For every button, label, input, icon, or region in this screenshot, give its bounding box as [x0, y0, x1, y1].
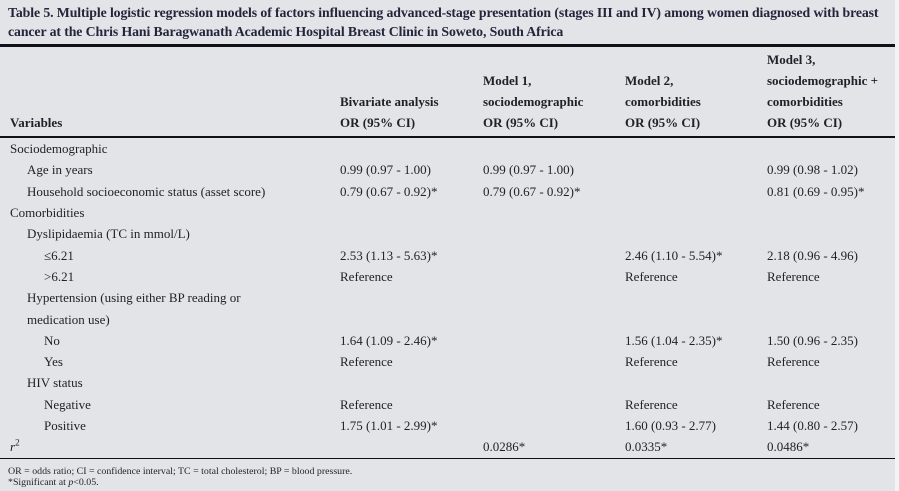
cell-model3: Reference	[767, 354, 820, 370]
cell-model1	[483, 330, 625, 351]
cell-model2	[625, 223, 767, 244]
row-label: Yes	[44, 354, 63, 370]
cell-model1: 0.0286*	[483, 436, 625, 459]
table-row-hiv-status: HIV status	[0, 372, 899, 393]
cell-bivariate: Reference	[340, 354, 393, 370]
cell-model3	[767, 287, 899, 330]
cell-model2: Reference	[625, 396, 678, 412]
table-row-household-ses: Household socioeconomic status (asset sc…	[0, 181, 899, 202]
column-header-model1: Model 1, sociodemographic OR (95% CI)	[483, 47, 625, 139]
cell-model1	[483, 372, 625, 393]
cell-model1	[483, 137, 625, 159]
cell-model2: 1.60 (0.93 - 2.77)	[625, 418, 716, 434]
table-header: Variables Bivariate analysis OR (95% CI)…	[0, 47, 899, 139]
table-row-hypertension-no: No 1.64 (1.09 - 2.46)* 1.56 (1.04 - 2.35…	[0, 330, 899, 351]
table-row-tc-low: ≤6.21 2.53 (1.13 - 5.63)* 2.46 (1.10 - 5…	[0, 245, 899, 266]
cell-model3: 0.0486*	[767, 436, 899, 459]
table-row-dyslipidaemia: Dyslipidaemia (TC in mmol/L)	[0, 223, 899, 244]
cell-bivariate: 1.75 (1.01 - 2.99)*	[340, 418, 438, 434]
row-label: HIV status	[27, 375, 83, 391]
column-header-variables: Variables	[0, 47, 340, 139]
column-header-bivariate: Bivariate analysis OR (95% CI)	[340, 47, 483, 139]
cell-model3	[767, 372, 899, 393]
row-label: No	[44, 332, 60, 348]
cell-model1	[483, 266, 625, 287]
cell-bivariate: 0.99 (0.97 - 1.00)	[340, 162, 431, 178]
table-row-age: Age in years 0.99 (0.97 - 1.00) 0.99 (0.…	[0, 159, 899, 180]
cell-model1	[483, 202, 625, 223]
cell-model2: Reference	[625, 354, 678, 370]
table-row-tc-high: >6.21 Reference Reference Reference	[0, 266, 899, 287]
cell-model2	[625, 181, 767, 202]
cell-model3: 2.18 (0.96 - 4.96)	[767, 247, 858, 263]
table-title: Table 5. Multiple logistic regression mo…	[0, 0, 899, 48]
cell-bivariate	[340, 223, 483, 244]
footnote-abbreviations: OR = odds ratio; CI = confidence interva…	[8, 465, 353, 477]
scan-edge-strip	[895, 0, 899, 491]
cell-bivariate	[340, 287, 483, 330]
cell-bivariate	[340, 137, 483, 159]
cell-model1	[483, 245, 625, 266]
cell-model3	[767, 202, 899, 223]
table-row-comorbidities: Comorbidities	[0, 202, 899, 223]
cell-bivariate	[340, 202, 483, 223]
cell-model2: 0.0335*	[625, 436, 767, 459]
cell-bivariate: Reference	[340, 396, 393, 412]
footnote-significance: *Significant at p<0.05.	[8, 477, 99, 489]
cell-model3	[767, 223, 899, 244]
cell-model2: Reference	[625, 268, 678, 284]
cell-model2: 2.46 (1.10 - 5.54)*	[625, 247, 723, 263]
cell-model3: Reference	[767, 268, 820, 284]
cell-model1	[483, 351, 625, 372]
cell-model3: 0.99 (0.98 - 1.02)	[767, 162, 858, 178]
cell-bivariate: 2.53 (1.13 - 5.63)*	[340, 247, 438, 263]
row-label: Negative	[44, 396, 91, 412]
row-label: >6.21	[44, 268, 75, 284]
table-row-hypertension-yes: Yes Reference Reference Reference	[0, 351, 899, 372]
cell-bivariate	[340, 372, 483, 393]
row-label-r-squared: r2	[0, 436, 340, 459]
row-label: Dyslipidaemia (TC in mmol/L)	[27, 226, 190, 242]
cell-model1: 0.99 (0.97 - 1.00)	[483, 162, 574, 178]
cell-bivariate	[340, 436, 483, 459]
column-header-model2: Model 2, comorbidities OR (95% CI)	[625, 47, 767, 139]
cell-model2	[625, 372, 767, 393]
table-row-hiv-negative: Negative Reference Reference Reference	[0, 394, 899, 415]
cell-bivariate: 0.79 (0.67 - 0.92)*	[340, 183, 438, 199]
cell-model3: 0.81 (0.69 - 0.95)*	[767, 183, 865, 199]
row-label: Comorbidities	[10, 205, 85, 221]
table-body: Sociodemographic Age in years 0.99 (0.97…	[0, 137, 899, 459]
cell-model3: 1.44 (0.80 - 2.57)	[767, 418, 858, 434]
table-row-sociodemographic: Sociodemographic	[0, 137, 899, 159]
row-label: ≤6.21	[44, 247, 74, 263]
table-row-hiv-positive: Positive 1.75 (1.01 - 2.99)* 1.60 (0.93 …	[0, 415, 899, 436]
regression-table: Variables Bivariate analysis OR (95% CI)…	[0, 47, 899, 459]
row-label: Positive	[44, 418, 86, 434]
row-label: Sociodemographic	[10, 141, 108, 157]
cell-model2	[625, 287, 767, 330]
cell-model1: 0.79 (0.67 - 0.92)*	[483, 183, 581, 199]
cell-model1	[483, 223, 625, 244]
cell-bivariate: 1.64 (1.09 - 2.46)*	[340, 332, 438, 348]
table-row-hypertension: Hypertension (using either BP reading or…	[0, 287, 899, 330]
row-label: Hypertension (using either BP reading or…	[27, 290, 241, 327]
cell-model2	[625, 159, 767, 180]
cell-model3: Reference	[767, 396, 820, 412]
cell-model1	[483, 415, 625, 436]
cell-bivariate: Reference	[340, 268, 393, 284]
table-footnotes: OR = odds ratio; CI = confidence interva…	[0, 459, 899, 489]
cell-model2	[625, 137, 767, 159]
cell-model2	[625, 202, 767, 223]
row-label: Age in years	[27, 162, 93, 178]
cell-model3: 1.50 (0.96 - 2.35)	[767, 332, 858, 348]
cell-model2: 1.56 (1.04 - 2.35)*	[625, 332, 723, 348]
header-row: Variables Bivariate analysis OR (95% CI)…	[0, 47, 899, 139]
column-header-model3: Model 3, sociodemographic + comorbiditie…	[767, 47, 899, 139]
cell-model1	[483, 394, 625, 415]
cell-model1	[483, 287, 625, 330]
cell-model3	[767, 137, 899, 159]
table-row-r-squared: r2 0.0286* 0.0335* 0.0486*	[0, 436, 899, 459]
row-label: Household socioeconomic status (asset sc…	[27, 183, 266, 199]
